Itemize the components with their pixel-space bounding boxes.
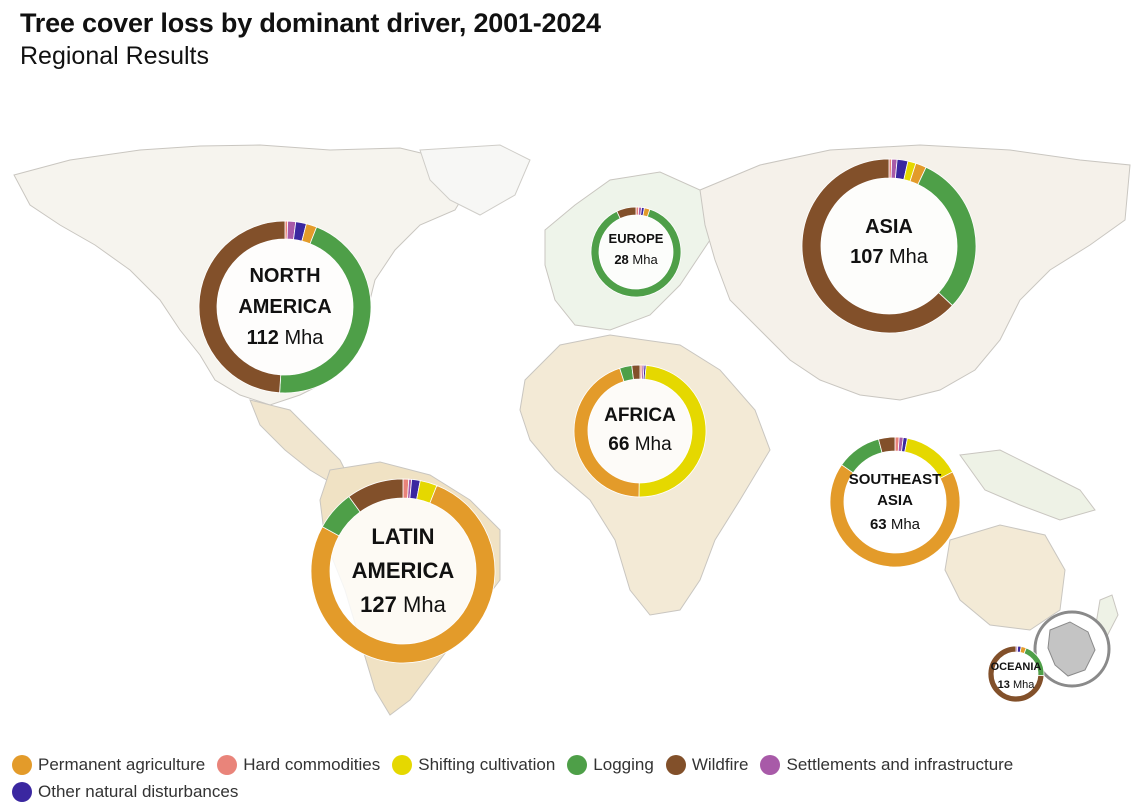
- region-total: 66 Mha: [608, 434, 672, 455]
- region-total: 13 Mha: [998, 679, 1036, 691]
- donut-africa: AFRICA 66 Mha: [573, 364, 707, 498]
- chart-title: Tree cover loss by dominant driver, 2001…: [20, 8, 601, 38]
- donut-center: [588, 379, 692, 483]
- legend-item: Permanent agriculture: [12, 752, 205, 777]
- legend-label: Hard commodities: [243, 754, 381, 774]
- region-label: ASIA: [865, 216, 913, 238]
- legend-item: Shifting cultivation: [392, 752, 555, 777]
- region-label: ASIA: [877, 492, 913, 509]
- legend-item: Hard commodities: [217, 752, 380, 777]
- region-label: SOUTHEAST: [849, 471, 942, 488]
- donut-slice-wildfire: [987, 645, 1045, 703]
- chart-subtitle: Regional Results: [20, 42, 209, 70]
- region-total: 112 Mha: [247, 327, 325, 349]
- donut-southeast-asia: SOUTHEAST ASIA 63 Mha: [829, 436, 961, 568]
- donut-slice-wildfire: [878, 436, 896, 454]
- legend-item: Settlements and infrastructure: [760, 752, 1013, 777]
- legend-item: Logging: [567, 752, 654, 777]
- region-label: AFRICA: [604, 405, 676, 426]
- donut-oceania: OCEANIA 13 Mha: [987, 645, 1045, 703]
- donut-center: [821, 178, 957, 314]
- legend-swatch: [392, 754, 413, 775]
- donut-slice-wildfire: [801, 158, 953, 334]
- legend-swatch: [665, 754, 686, 775]
- donut-latin-america: LATIN AMERICA 127 Mha: [310, 478, 496, 664]
- donut-slice-wildfire: [348, 478, 404, 513]
- legend-swatch: [217, 754, 238, 775]
- donut-center: [217, 239, 353, 375]
- legend-label: Wildfire: [691, 754, 749, 774]
- donut-slice-wildfire: [616, 206, 637, 220]
- region-total: 63 Mha: [870, 516, 921, 533]
- legend-label: Permanent agriculture: [38, 754, 206, 774]
- donut-center: [994, 652, 1038, 696]
- region-label: AMERICA: [352, 558, 455, 583]
- donut-slice-permanent-agriculture: [310, 484, 496, 664]
- legend-swatch: [567, 754, 588, 775]
- region-total: 28 Mha: [614, 252, 658, 267]
- donut-layer: NORTH AMERICA 112 Mha LATIN AMERICA 127 Mha EU…: [198, 158, 1045, 703]
- legend: Permanent agriculture Hard commodities Shi…: [12, 752, 1112, 807]
- legend-swatch: [12, 754, 32, 775]
- legend-label: Shifting cultivation: [418, 754, 556, 774]
- legend-swatch: [12, 782, 32, 802]
- region-total: 127 Mha: [360, 592, 446, 617]
- greenland-landmass: [419, 144, 531, 216]
- donut-asia: ASIA 107 Mha: [801, 158, 977, 334]
- legend-item: Other natural disturbances: [12, 780, 238, 805]
- region-total: 107 Mha: [850, 246, 929, 268]
- donut-slice-wildfire: [198, 220, 286, 394]
- donut-slice-wildfire: [631, 364, 641, 380]
- donut-center: [599, 215, 673, 289]
- region-label: NORTH: [249, 265, 320, 287]
- globe-icon: [1033, 610, 1111, 688]
- legend-swatch: [760, 754, 781, 775]
- region-label: LATIN: [371, 524, 434, 549]
- region-label: EUROPE: [609, 231, 664, 246]
- donut-center: [844, 451, 946, 553]
- legend-item: Wildfire: [665, 752, 749, 777]
- legend-label: Settlements and infrastructure: [786, 754, 1014, 774]
- region-label: AMERICA: [238, 296, 331, 318]
- donut-europe: EUROPE 28 Mha: [590, 206, 682, 298]
- donut-center: [330, 498, 476, 644]
- region-label: OCEANIA: [991, 661, 1042, 673]
- legend-label: Other natural disturbances: [38, 782, 239, 801]
- southeast-asia-islands: [959, 449, 1096, 521]
- australia-landmass: [944, 524, 1066, 631]
- donut-north-america: NORTH AMERICA 112 Mha: [198, 220, 372, 394]
- legend-label: Logging: [593, 754, 654, 774]
